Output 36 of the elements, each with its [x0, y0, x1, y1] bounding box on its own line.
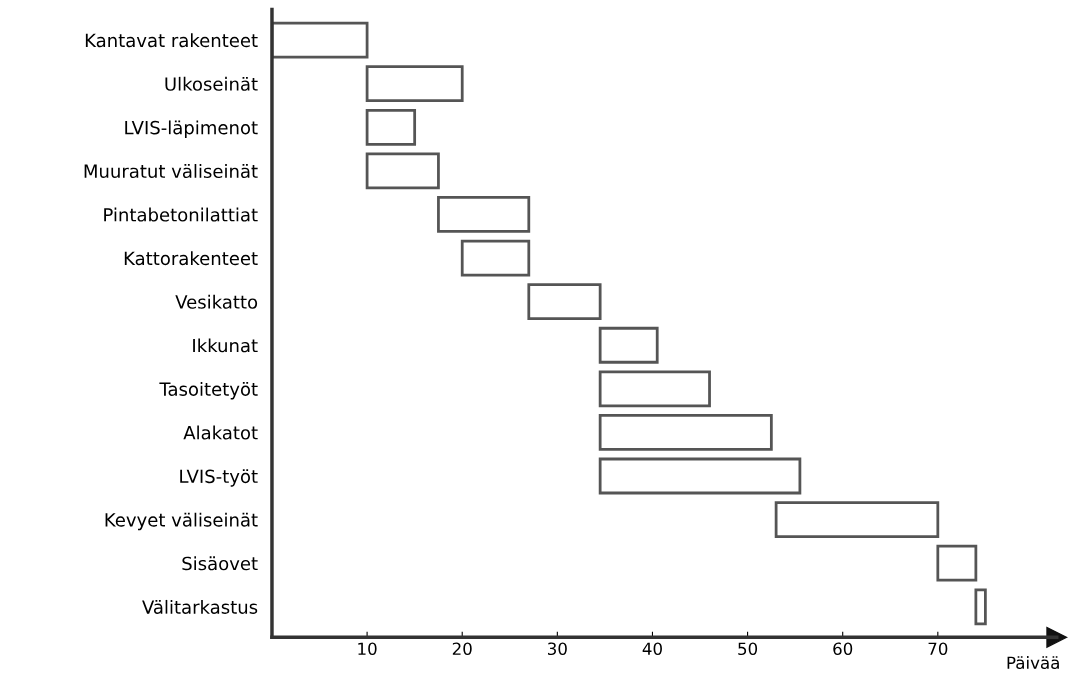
bar — [598, 326, 659, 364]
x-tick-label: 50 — [738, 642, 758, 656]
y-tick-label: Alakatot — [183, 425, 258, 440]
x-tick-label: 10 — [358, 642, 377, 656]
y-tick-label: Muuratut väliseinät — [84, 164, 258, 178]
bar — [774, 501, 940, 538]
bar — [365, 65, 464, 103]
y-tick-label: Sisäovet — [182, 556, 258, 571]
bar — [598, 457, 802, 495]
y-tick-label: Kevyet väliseinät — [105, 512, 258, 531]
bar — [598, 370, 711, 408]
bar — [271, 21, 369, 59]
y-tick-label: Ikkunat — [193, 338, 258, 353]
bar — [365, 108, 417, 146]
bar — [365, 152, 440, 190]
x-tick-label: 20 — [452, 642, 472, 656]
x-tick-label: 70 — [928, 642, 948, 656]
y-tick-label: Tasoitetyöt — [159, 381, 258, 400]
y-tick-label: Pintabetonilattiat — [104, 207, 258, 222]
y-tick-label: LVIS-läpimenot — [125, 120, 258, 138]
x-tick-label: 60 — [833, 642, 853, 656]
x-tick-label: 30 — [548, 642, 567, 656]
bar — [974, 588, 987, 626]
bar — [936, 544, 978, 582]
bar — [437, 196, 531, 233]
bar — [460, 239, 531, 277]
x-tick-label: 40 — [642, 642, 662, 656]
y-tick-label: LVIS-työt — [180, 469, 258, 487]
y-tick-label: Ulkoseinät — [165, 76, 258, 91]
bar — [598, 414, 773, 451]
y-tick-label: Välitarkastus — [142, 599, 258, 614]
x-axis-title: Päivää — [1007, 656, 1059, 670]
y-tick-label: Kattorakenteet — [124, 251, 258, 266]
bar — [527, 283, 602, 321]
y-tick-label: Kantavat rakenteet — [85, 33, 258, 48]
y-tick-label: Vesikatto — [175, 294, 258, 309]
